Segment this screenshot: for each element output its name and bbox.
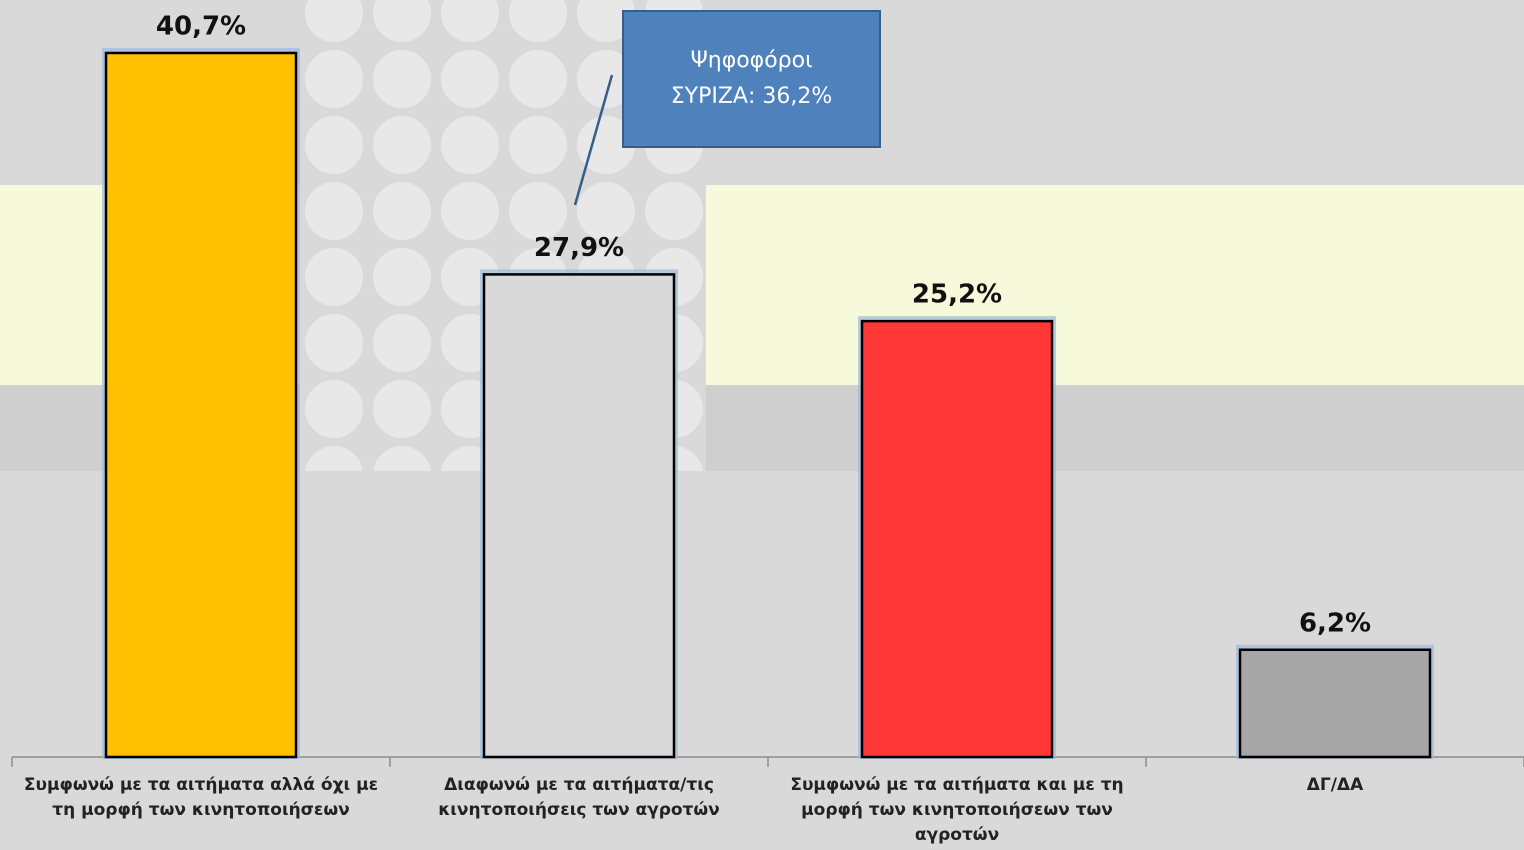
value-label: 27,9% [534, 233, 624, 263]
value-label: 40,7% [156, 12, 246, 42]
x-tick-label: Συμφωνώ με τα αιτήματα αλλά όχι με τη μο… [23, 775, 379, 820]
callout-line [573, 74, 614, 206]
bar [104, 51, 298, 759]
x-tick-label: Διαφωνώ με τα αιτήματα/τις κινητοποιήσει… [438, 775, 720, 820]
bar [1238, 648, 1432, 759]
value-label: 25,2% [912, 280, 1002, 310]
bar [860, 319, 1054, 759]
callout: Ψηφοφόροι ΣΥΡΙΖΑ: 36,2% [622, 10, 881, 148]
value-label: 6,2% [1299, 608, 1371, 638]
x-tick-label: Συμφωνώ με τα αιτήματα και με τη μορφή τ… [790, 775, 1124, 845]
x-tick-label: ΔΓ/ΔΑ [1306, 775, 1364, 795]
bar [482, 273, 676, 759]
